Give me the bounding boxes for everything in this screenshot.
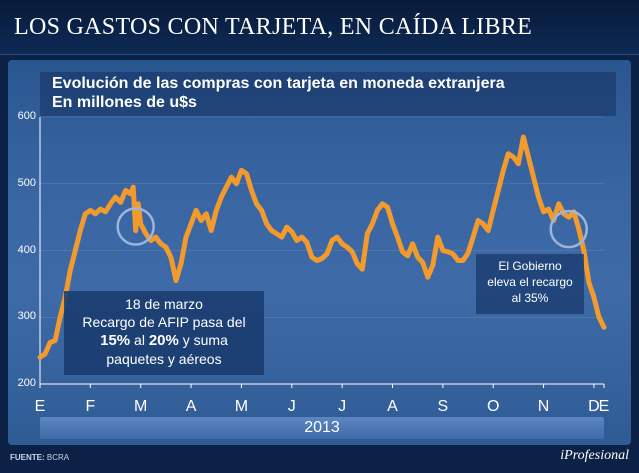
x-tick-label: J — [338, 398, 347, 415]
y-tick-label: 300 — [17, 310, 36, 323]
page-title: LOS GASTOS CON TARJETA, EN CAÍDA LIBRE — [14, 14, 533, 40]
x-tick-label: M — [234, 398, 249, 415]
december-highlight-circle — [549, 209, 588, 249]
annotation-tail: y suma — [182, 332, 228, 348]
x-tick-label: M — [134, 398, 148, 415]
series-layer — [37, 134, 607, 360]
annotation-word-al: al — [134, 332, 145, 348]
year-bar: 2013 — [40, 417, 604, 439]
annotation-march-text: Recargo de AFIP pasa del — [82, 314, 246, 330]
annotation-dec-line1: El Gobierno — [498, 259, 562, 273]
annotation-dec-line2: eleva el recargo — [487, 275, 573, 289]
y-tick-label: 500 — [17, 176, 36, 189]
series-line — [37, 134, 607, 360]
chart-title: Evolución de las compras con tarjeta en … — [52, 75, 505, 92]
annotation-dec-line3: al 35% — [511, 291, 549, 305]
header-bar: LOS GASTOS CON TARJETA, EN CAÍDA LIBRE — [0, 0, 639, 55]
march-highlight-circle — [116, 207, 155, 246]
x-axis-label: 2013 — [304, 419, 340, 436]
chart-subtitle: En millones de u$s — [52, 94, 197, 111]
x-tick-label: E — [34, 398, 46, 415]
x-tick-label: J — [287, 398, 296, 415]
x-tick-label: O — [486, 398, 500, 415]
x-tick-label: A — [185, 398, 197, 415]
highlight-circles — [116, 207, 588, 249]
source-note: FUENTE: BCRA — [10, 453, 69, 462]
x-tick-label: A — [387, 398, 398, 415]
y-tick-label: 400 — [17, 243, 36, 256]
y-tick-label: 200 — [17, 377, 36, 389]
annotation-pct-to: 20% — [148, 332, 179, 349]
brand-logo: iProfesional — [560, 448, 629, 463]
x-tick-label: D — [588, 398, 600, 415]
x-tick-label: N — [537, 398, 550, 415]
annotation-december: El Gobierno eleva el recargo al 35% — [476, 254, 584, 314]
source-value: BCRA — [46, 453, 70, 462]
source-label: FUENTE: — [10, 453, 45, 462]
chart-panel — [8, 60, 631, 445]
annotation-pct-from: 15% — [100, 332, 131, 349]
annotation-march-date: 18 de marzo — [125, 296, 203, 312]
x-tick-label: F — [85, 398, 96, 415]
annotation-march: 18 de marzo Recargo de AFIP pasa del 15%… — [64, 291, 264, 375]
x-tick-label: S — [437, 398, 449, 415]
annotation-march-tail: paquetes y aéreos — [106, 351, 222, 367]
chart-axes — [39, 117, 605, 388]
chart-title-box — [40, 72, 616, 116]
x-tick-label: E — [598, 398, 610, 415]
annotation-march-pct-line: 15% al 20% y suma — [64, 331, 264, 350]
y-tick-label: 600 — [17, 110, 36, 122]
